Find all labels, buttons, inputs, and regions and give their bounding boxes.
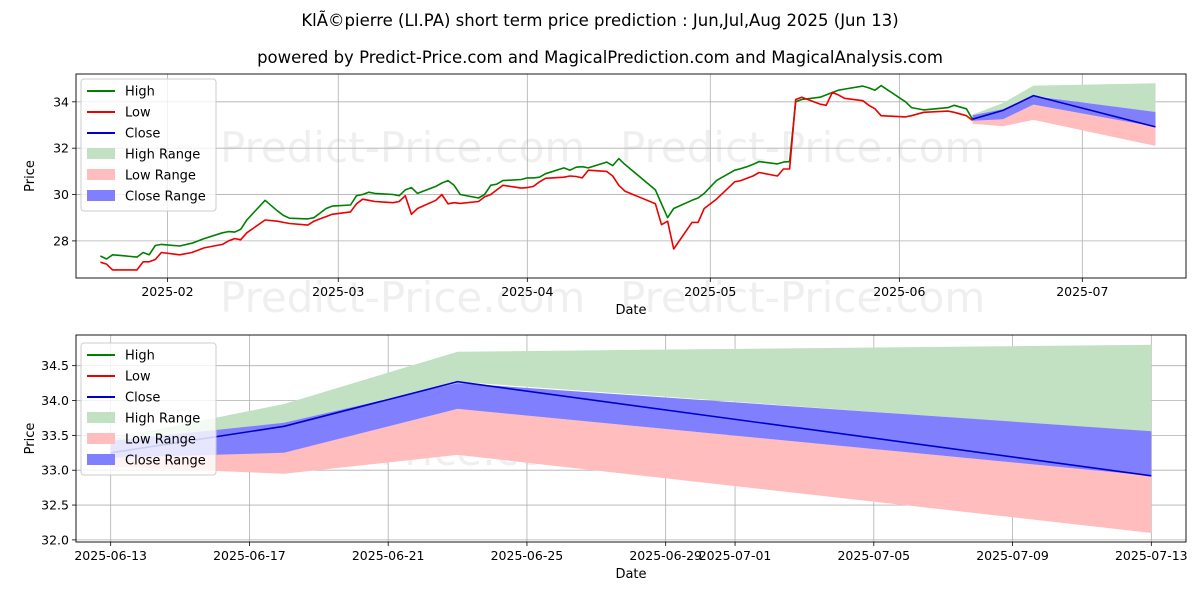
legend-label: Low Range xyxy=(125,433,196,448)
legend-label: Low xyxy=(125,370,151,385)
x-tick-label: 2025-06-25 xyxy=(491,548,564,563)
watermark-text: Predict-Price.com xyxy=(220,273,585,322)
y-tick-label: 33.0 xyxy=(41,463,69,478)
watermark-text: Predict-Price.com xyxy=(220,123,585,172)
y-axis-label: Price xyxy=(23,160,38,192)
x-tick-label: 2025-07-05 xyxy=(837,548,910,563)
legend-swatch-low-range xyxy=(87,433,115,444)
y-tick-label: 34.0 xyxy=(41,393,69,408)
y-tick-label: 32 xyxy=(53,141,69,156)
x-tick-label: 2025-02 xyxy=(141,284,193,299)
x-axis-label: Date xyxy=(615,303,646,318)
y-tick-label: 32.0 xyxy=(41,532,69,547)
legend-swatch-close-range xyxy=(87,454,115,465)
legend-label: Low Range xyxy=(125,169,196,184)
x-tick-label: 2025-05 xyxy=(684,284,736,299)
x-axis-label: Date xyxy=(615,567,646,582)
y-tick-label: 34.5 xyxy=(41,358,69,373)
x-tick-label: 2025-07 xyxy=(1056,284,1108,299)
legend-swatch-high-range xyxy=(87,148,115,159)
legend-label: Close xyxy=(125,127,160,142)
panel-0: Predict-Price.com Predict-Price.com Predic… xyxy=(23,73,1187,322)
legend-swatch-high-range xyxy=(87,412,115,423)
x-tick-label: 2025-06 xyxy=(873,284,925,299)
x-tick-label: 2025-06-13 xyxy=(74,548,147,563)
close-range-band xyxy=(110,383,1152,476)
legend-label: Close xyxy=(125,391,160,406)
y-tick-label: 30 xyxy=(53,187,69,202)
high-range-band xyxy=(110,344,1152,453)
x-tick-label: 2025-06-17 xyxy=(213,548,286,563)
x-tick-label: 2025-06-29 xyxy=(629,548,702,563)
legend-swatch-close-range xyxy=(87,190,115,201)
plot-frame xyxy=(75,73,1187,279)
high-range-band xyxy=(972,83,1156,120)
chart-title: KlÃ©pierre (LI.PA) short term price pred… xyxy=(301,11,899,30)
y-tick-label: 33.5 xyxy=(41,428,69,443)
legend-label: Close Range xyxy=(125,454,206,469)
legend-swatch-low-range xyxy=(87,169,115,180)
y-tick-label: 34 xyxy=(53,94,69,109)
watermark-text: Predict-Price.com xyxy=(620,123,985,172)
low-range-band xyxy=(110,408,1152,533)
x-tick-label: 2025-07-13 xyxy=(1115,548,1188,563)
low-series-line xyxy=(100,91,973,271)
legend-label: High Range xyxy=(125,412,200,427)
y-tick-label: 32.5 xyxy=(41,498,69,513)
x-tick-label: 2025-04 xyxy=(501,284,553,299)
panel-1: Predict-Price.comPredict-Price.com2025-0… xyxy=(23,334,1188,582)
watermark-text: Predict-Price.com xyxy=(620,273,985,322)
plot-frame xyxy=(75,334,1187,543)
low-range-band xyxy=(972,104,1156,146)
legend-label: High xyxy=(125,349,155,364)
y-tick-label: 28 xyxy=(53,233,69,248)
close-series-line xyxy=(972,94,1156,128)
x-tick-label: 2025-06-21 xyxy=(352,548,425,563)
y-axis-label: Price xyxy=(23,423,38,455)
x-tick-label: 2025-07-09 xyxy=(976,548,1049,563)
x-tick-label: 2025-07-01 xyxy=(699,548,772,563)
legend-label: High Range xyxy=(125,148,200,163)
legend-label: Low xyxy=(125,106,151,121)
x-tick-label: 2025-03 xyxy=(312,284,364,299)
legend-label: Close Range xyxy=(125,190,206,205)
chart-subtitle: powered by Predict-Price.com and Magical… xyxy=(257,48,943,67)
high-series-line xyxy=(100,84,974,260)
legend-label: High xyxy=(125,85,155,100)
